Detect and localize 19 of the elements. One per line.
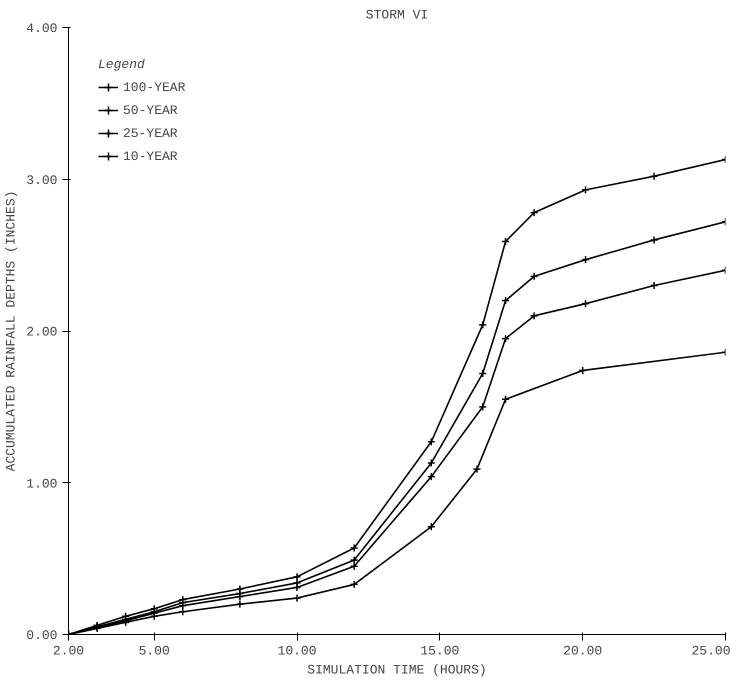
x-axis-title: SIMULATION TIME (HOURS) [307, 662, 487, 678]
x-tick-label: 20.00 [563, 644, 602, 658]
x-tick-label: 25.00 [691, 644, 731, 658]
y-tick-label: 3.00 [26, 172, 58, 188]
x-tick-label: 5.00 [138, 644, 170, 658]
y-tick-label: 0.00 [26, 628, 58, 643]
y-tick-label: 2.00 [26, 324, 58, 340]
chart-title: STORM VI [366, 8, 428, 22]
legend-label: 10-YEAR [123, 148, 178, 164]
legend-title: Legend [98, 57, 146, 72]
x-tick-label: 2.00 [52, 644, 84, 658]
legend-label: 50-YEAR [123, 102, 178, 118]
legend-label: 100-YEAR [123, 80, 186, 94]
x-tick-label: 15.00 [420, 644, 460, 658]
y-tick-label: 1.00 [26, 476, 58, 492]
y-tick-label: 4.00 [26, 21, 58, 36]
x-tick-label: 10.00 [278, 644, 317, 658]
y-axis-title: ACCUMULATED RAINFALL DEPTHS (INCHES) [3, 190, 18, 472]
legend-label: 25-YEAR [123, 126, 178, 140]
